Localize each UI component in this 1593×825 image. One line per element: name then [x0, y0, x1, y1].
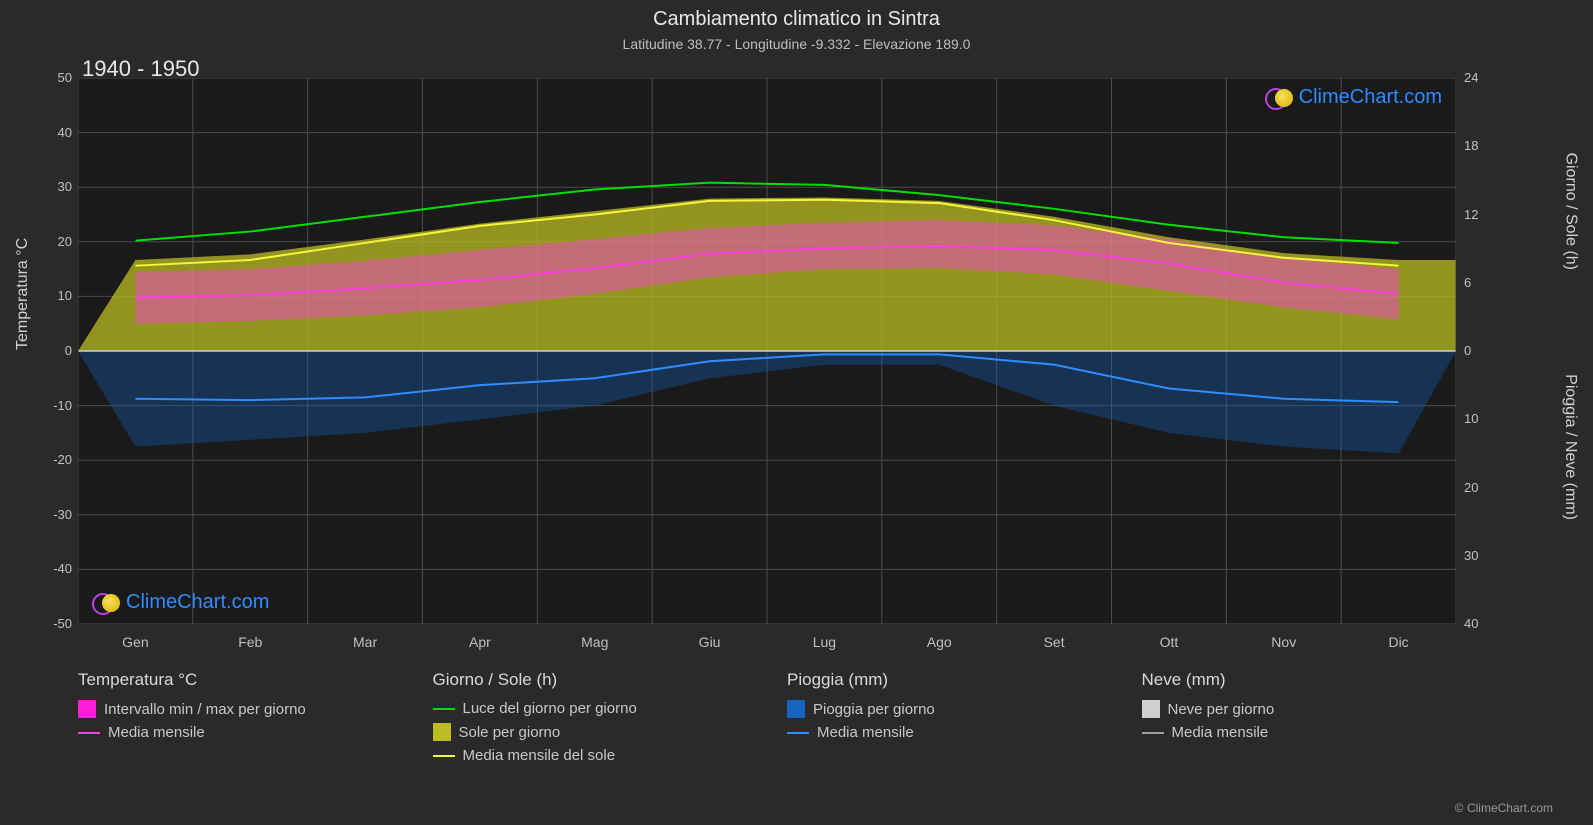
legend-label: Media mensile del sole: [463, 747, 616, 764]
legend-item: Media mensile: [787, 724, 1102, 741]
month-label: Giu: [699, 634, 721, 650]
y2b-tick: 10: [1464, 411, 1478, 426]
legend-label: Sole per giorno: [459, 724, 561, 741]
legend-swatch-icon: [1142, 700, 1160, 718]
climechart-logo-icon: [1265, 87, 1293, 109]
y1-tick: 0: [65, 343, 72, 358]
month-label: Ago: [927, 634, 952, 650]
y1-tick: -50: [53, 616, 72, 631]
chart-title: Cambiamento climatico in Sintra: [0, 8, 1593, 31]
legend-label: Intervallo min / max per giorno: [104, 701, 306, 718]
y2b-tick: 40: [1464, 616, 1478, 631]
y2a-axis-label: Giorno / Sole (h): [1561, 153, 1579, 270]
month-label: Set: [1044, 634, 1065, 650]
y1-tick: -40: [53, 561, 72, 576]
legend-swatch-icon: [787, 700, 805, 718]
y1-tick: 30: [58, 179, 72, 194]
month-label: Mag: [581, 634, 608, 650]
legend-label: Media mensile: [108, 724, 205, 741]
legend-items: Neve per giorno Media mensile: [1142, 700, 1457, 741]
legend-line-icon: [1142, 732, 1164, 734]
legend-item: Media mensile: [78, 724, 393, 741]
legend-label: Media mensile: [1172, 724, 1269, 741]
copyright-text: © ClimeChart.com: [1455, 801, 1553, 815]
month-label: Mar: [353, 634, 377, 650]
month-label: Lug: [813, 634, 836, 650]
chart-subtitle: Latitudine 38.77 - Longitudine -9.332 - …: [0, 36, 1593, 52]
month-label: Feb: [238, 634, 262, 650]
y2a-tick: 12: [1464, 207, 1478, 222]
legend-item: Neve per giorno: [1142, 700, 1457, 718]
legend-swatch-icon: [433, 723, 451, 741]
y2a-tick: 18: [1464, 138, 1478, 153]
legend-items: Luce del giorno per giorno Sole per giorn…: [433, 700, 748, 764]
y2b-axis-label: Pioggia / Neve (mm): [1561, 374, 1579, 520]
y1-tick: -10: [53, 398, 72, 413]
legend-item: Intervallo min / max per giorno: [78, 700, 393, 718]
legend-col-temp: Temperatura °C Intervallo min / max per …: [78, 670, 393, 770]
watermark-text: ClimeChart.com: [1299, 86, 1442, 109]
month-label: Gen: [122, 634, 148, 650]
legend-label: Pioggia per giorno: [813, 701, 935, 718]
legend-item: Pioggia per giorno: [787, 700, 1102, 718]
legend-line-icon: [433, 755, 455, 757]
plot-area: ClimeChart.com ClimeChart.com: [78, 78, 1456, 624]
legend-line-icon: [78, 732, 100, 734]
y2b-tick: 30: [1464, 548, 1478, 563]
legend-label: Neve per giorno: [1168, 701, 1275, 718]
legend-head: Giorno / Sole (h): [433, 670, 748, 690]
legend-label: Luce del giorno per giorno: [463, 700, 637, 717]
legend: Temperatura °C Intervallo min / max per …: [78, 670, 1456, 770]
month-label: Apr: [469, 634, 491, 650]
y1-tick: 50: [58, 70, 72, 85]
legend-items: Intervallo min / max per giorno Media men…: [78, 700, 393, 741]
y1-axis-label: Temperatura °C: [14, 238, 32, 350]
y1-tick: 10: [58, 288, 72, 303]
climechart-logo-icon: [92, 592, 120, 614]
watermark-top: ClimeChart.com: [1265, 86, 1442, 109]
legend-items: Pioggia per giorno Media mensile: [787, 700, 1102, 741]
legend-col-sun: Giorno / Sole (h) Luce del giorno per gi…: [433, 670, 748, 770]
y1-tick: -30: [53, 507, 72, 522]
legend-item: Media mensile del sole: [433, 747, 748, 764]
legend-swatch-icon: [78, 700, 96, 718]
y2a-tick: 0: [1464, 343, 1471, 358]
legend-head: Pioggia (mm): [787, 670, 1102, 690]
legend-label: Media mensile: [817, 724, 914, 741]
legend-item: Luce del giorno per giorno: [433, 700, 748, 717]
legend-col-snow: Neve (mm) Neve per giorno Media mensile: [1142, 670, 1457, 770]
legend-item: Media mensile: [1142, 724, 1457, 741]
y2a-tick: 24: [1464, 70, 1478, 85]
legend-line-icon: [433, 708, 455, 710]
legend-item: Sole per giorno: [433, 723, 748, 741]
legend-head: Temperatura °C: [78, 670, 393, 690]
y2b-tick: 20: [1464, 480, 1478, 495]
legend-col-rain: Pioggia (mm) Pioggia per giorno Media men…: [787, 670, 1102, 770]
y1-tick: 20: [58, 234, 72, 249]
y1-tick: 40: [58, 125, 72, 140]
y1-tick: -20: [53, 452, 72, 467]
legend-line-icon: [787, 732, 809, 734]
plot-svg: [78, 78, 1456, 624]
month-label: Ott: [1160, 634, 1179, 650]
month-label: Dic: [1388, 634, 1408, 650]
y2a-tick: 6: [1464, 275, 1471, 290]
month-label: Nov: [1271, 634, 1296, 650]
watermark-bottom: ClimeChart.com: [92, 591, 269, 614]
climate-chart-container: Cambiamento climatico in Sintra Latitudi…: [0, 0, 1593, 825]
watermark-text-2: ClimeChart.com: [126, 591, 269, 614]
legend-head: Neve (mm): [1142, 670, 1457, 690]
